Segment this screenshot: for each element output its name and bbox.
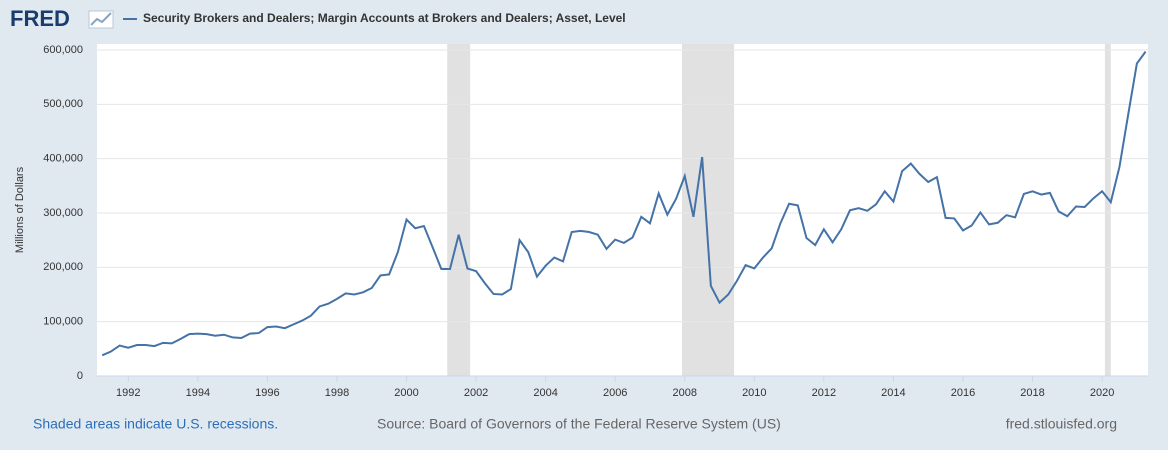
y-tick-label: 200,000 [43, 261, 83, 273]
y-tick-label: 400,000 [43, 153, 83, 165]
recession-band [681, 44, 735, 376]
x-tick-label: 2020 [1090, 387, 1114, 399]
y-tick-label: 300,000 [43, 207, 83, 219]
plot-area [97, 44, 1148, 376]
legend-label: Security Brokers and Dealers; Margin Acc… [143, 11, 626, 25]
x-tick-label: 2018 [1020, 387, 1044, 399]
x-tick-label: 2012 [812, 387, 836, 399]
y-tick-label: 100,000 [43, 316, 83, 328]
recession-band [447, 44, 471, 376]
x-tick-label: 2016 [951, 387, 975, 399]
site-link: fred.stlouisfed.org [1006, 416, 1117, 432]
source-note: Source: Board of Governors of the Federa… [377, 416, 781, 432]
series-line [101, 51, 1147, 357]
logo: FRED [10, 6, 70, 31]
x-tick-label: 2002 [464, 387, 488, 399]
recession-band [1104, 44, 1111, 376]
x-tick-label: 1996 [255, 387, 279, 399]
recession-note: Shaded areas indicate U.S. recessions. [33, 416, 278, 432]
y-axis-label: Millions of Dollars [14, 166, 26, 253]
x-tick-label: 2004 [533, 387, 557, 399]
x-tick-label: 2014 [881, 387, 905, 399]
x-tick-label: 1998 [325, 387, 349, 399]
y-tick-label: 600,000 [43, 44, 83, 56]
y-tick-label: 500,000 [43, 98, 83, 110]
x-tick-label: 2010 [742, 387, 766, 399]
logo-icon [88, 10, 114, 29]
x-tick-label: 2006 [603, 387, 627, 399]
x-tick-label: 1994 [186, 387, 210, 399]
x-tick-label: 2008 [673, 387, 697, 399]
x-tick-label: 2000 [394, 387, 418, 399]
y-tick-label: 0 [77, 370, 83, 382]
x-tick-label: 1992 [116, 387, 140, 399]
